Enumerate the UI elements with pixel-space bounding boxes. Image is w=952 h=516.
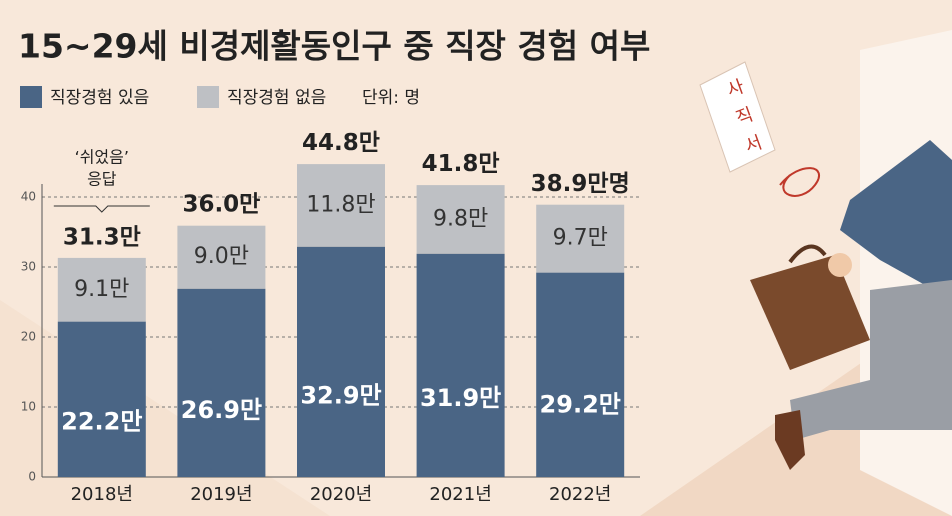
value-label: 11.8만 — [306, 192, 375, 217]
value-label: 9.1만 — [74, 277, 129, 302]
total-label: 31.3만 — [63, 224, 141, 250]
y-tick-label: 30 — [21, 260, 36, 274]
y-tick-label: 20 — [21, 330, 36, 344]
svg-text:사: 사 — [724, 76, 747, 102]
bar-segment — [536, 204, 625, 273]
x-tick-label: 2022년 — [549, 484, 611, 505]
annotation: 응답 — [87, 170, 117, 189]
legend-label: 직장경험 없음 — [227, 88, 326, 108]
x-tick-label: 2018년 — [71, 484, 133, 505]
svg-text:서: 서 — [742, 132, 765, 157]
bar-segment — [57, 257, 146, 322]
legend-swatch — [20, 86, 42, 108]
bar-segment — [416, 185, 505, 254]
bar-segment — [57, 321, 146, 477]
annotation: ‘쉬었음’ — [75, 148, 129, 167]
y-tick-label: 10 — [21, 400, 36, 414]
bar-segment — [416, 253, 505, 477]
unit-label: 단위: 명 — [362, 88, 420, 108]
legend-label: 직장경험 있음 — [50, 88, 149, 108]
bar-segment — [177, 288, 266, 477]
value-label: 22.2만 — [61, 408, 142, 436]
value-label: 9.8만 — [433, 206, 488, 231]
annotation-bracket — [53, 205, 150, 213]
value-label: 9.0만 — [194, 244, 249, 269]
legend-swatch — [197, 86, 219, 108]
value-label: 31.9만 — [420, 384, 501, 412]
bar-segment — [177, 225, 266, 289]
y-tick-label: 40 — [21, 190, 36, 204]
bar-segment — [536, 272, 625, 477]
bar-segment — [297, 246, 385, 477]
total-label: 36.0만 — [182, 192, 260, 218]
illustration: 사 직 서 — [699, 61, 952, 470]
total-label: 38.9만명 — [531, 171, 630, 197]
y-tick-label: 0 — [28, 470, 36, 484]
bar-segment — [297, 164, 385, 247]
total-label: 41.8만 — [422, 151, 500, 177]
chart-title: 15~29세 비경제활동인구 중 직장 경험 여부 — [18, 27, 650, 66]
value-label: 26.9만 — [181, 396, 262, 424]
x-tick-label: 2021년 — [429, 484, 491, 505]
value-label: 32.9만 — [300, 381, 381, 409]
svg-text:직: 직 — [733, 104, 756, 129]
x-tick-label: 2020년 — [310, 484, 372, 505]
x-tick-label: 2019년 — [190, 484, 252, 505]
total-label: 44.8만 — [302, 130, 380, 156]
value-label: 9.7만 — [553, 226, 608, 251]
value-label: 29.2만 — [540, 390, 621, 418]
